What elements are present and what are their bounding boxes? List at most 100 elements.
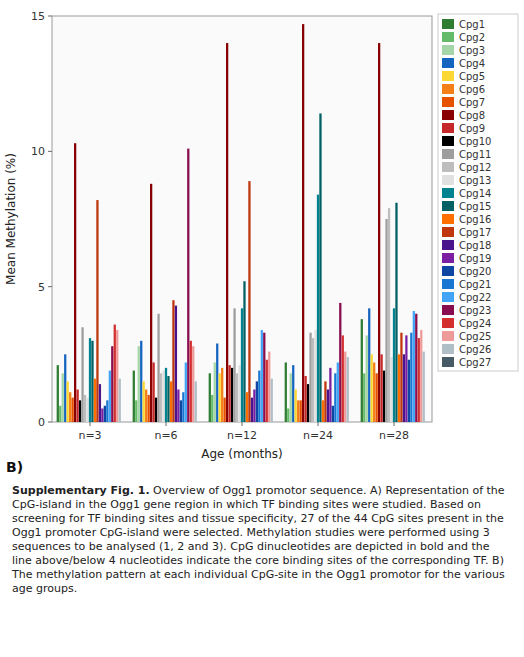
legend-label: Cpg23 [459,305,491,316]
bar [69,392,71,422]
bar [121,422,123,423]
bar [292,365,294,422]
y-axis-label: Mean Methylation (%) [4,153,18,285]
bar [162,371,164,422]
bar [185,362,187,422]
bar [385,219,387,422]
bar [287,408,289,422]
bar [246,392,248,422]
y-tick-label: 5 [38,281,45,294]
y-tick [48,422,52,423]
legend-label: Cpg22 [459,292,491,303]
legend-label: Cpg6 [459,84,485,95]
legend-swatch [442,266,454,276]
bars [57,24,425,422]
bar [300,400,302,422]
bar [302,24,304,422]
legend-swatch [442,84,454,94]
plot-area [52,16,432,422]
legend-swatch [442,32,454,42]
bar [104,406,106,422]
legend-swatch [442,162,454,172]
bar [192,346,194,422]
legend-label: Cpg8 [459,110,485,121]
bar [415,314,417,422]
bar [271,379,273,422]
bar [167,376,169,422]
legend-swatch [442,292,454,302]
bar [219,373,221,422]
bar [81,327,83,422]
bar [72,398,74,422]
x-tick-label: n=28 [379,429,409,442]
bar [135,400,137,422]
x-tick [318,422,319,426]
bar [418,338,420,422]
legend-label: Cpg25 [459,331,491,342]
x-tick [90,422,91,426]
bar [140,341,142,422]
legend-label: Cpg17 [459,227,491,238]
bar [380,354,382,422]
bar [258,371,260,422]
bar [314,330,316,422]
legend-swatch [442,240,454,250]
bar [312,338,314,422]
bar [243,281,245,422]
bar [297,400,299,422]
bar [59,406,61,422]
bar [253,390,255,422]
bar [226,43,228,422]
legend-swatch [442,136,454,146]
bar [145,390,147,422]
legend-label: Cpg1 [459,19,485,30]
legend-label: Cpg11 [459,149,491,160]
legend-swatch [442,331,454,341]
bar [119,379,121,422]
bar [261,330,263,422]
legend: Cpg1Cpg2Cpg3Cpg4Cpg5Cpg6Cpg7Cpg8Cpg9Cpg1… [438,14,518,371]
bar [366,335,368,422]
bar [143,381,145,422]
bar [290,373,292,422]
bar [393,308,395,422]
bar [363,373,365,422]
bar [106,400,108,422]
legend-swatch [442,123,454,133]
legend-swatch [442,253,454,263]
bar [231,368,233,422]
bar [170,381,172,422]
bar [408,360,410,422]
y-tick [48,16,52,17]
bar [337,362,339,422]
bar [182,392,184,422]
legend-swatch [442,227,454,237]
x-tick [394,422,395,426]
y-tick-label: 0 [38,416,45,429]
bar [339,303,341,422]
x-tick-label: n=6 [154,429,177,442]
legend-label: Cpg16 [459,214,491,225]
bar [248,181,250,422]
bar [86,398,88,422]
bar [148,395,150,422]
legend-label: Cpg12 [459,162,491,173]
bar [67,381,69,422]
bar [347,357,349,422]
legend-label: Cpg7 [459,97,485,108]
legend-swatch [442,58,454,68]
bar [155,398,157,422]
legend-label: Cpg26 [459,344,491,355]
x-tick-label: n=3 [78,429,101,442]
bar [322,400,324,422]
bar [383,371,385,422]
caption-text: Overview of Ogg1 promotor sequence. A) R… [12,484,508,595]
legend-label: Cpg19 [459,253,491,264]
bar [224,398,226,422]
bar [94,379,96,422]
legend-swatch [442,214,454,224]
legend-swatch [442,110,454,120]
bar [211,395,213,422]
legend-swatch [442,19,454,29]
bar [361,319,363,422]
